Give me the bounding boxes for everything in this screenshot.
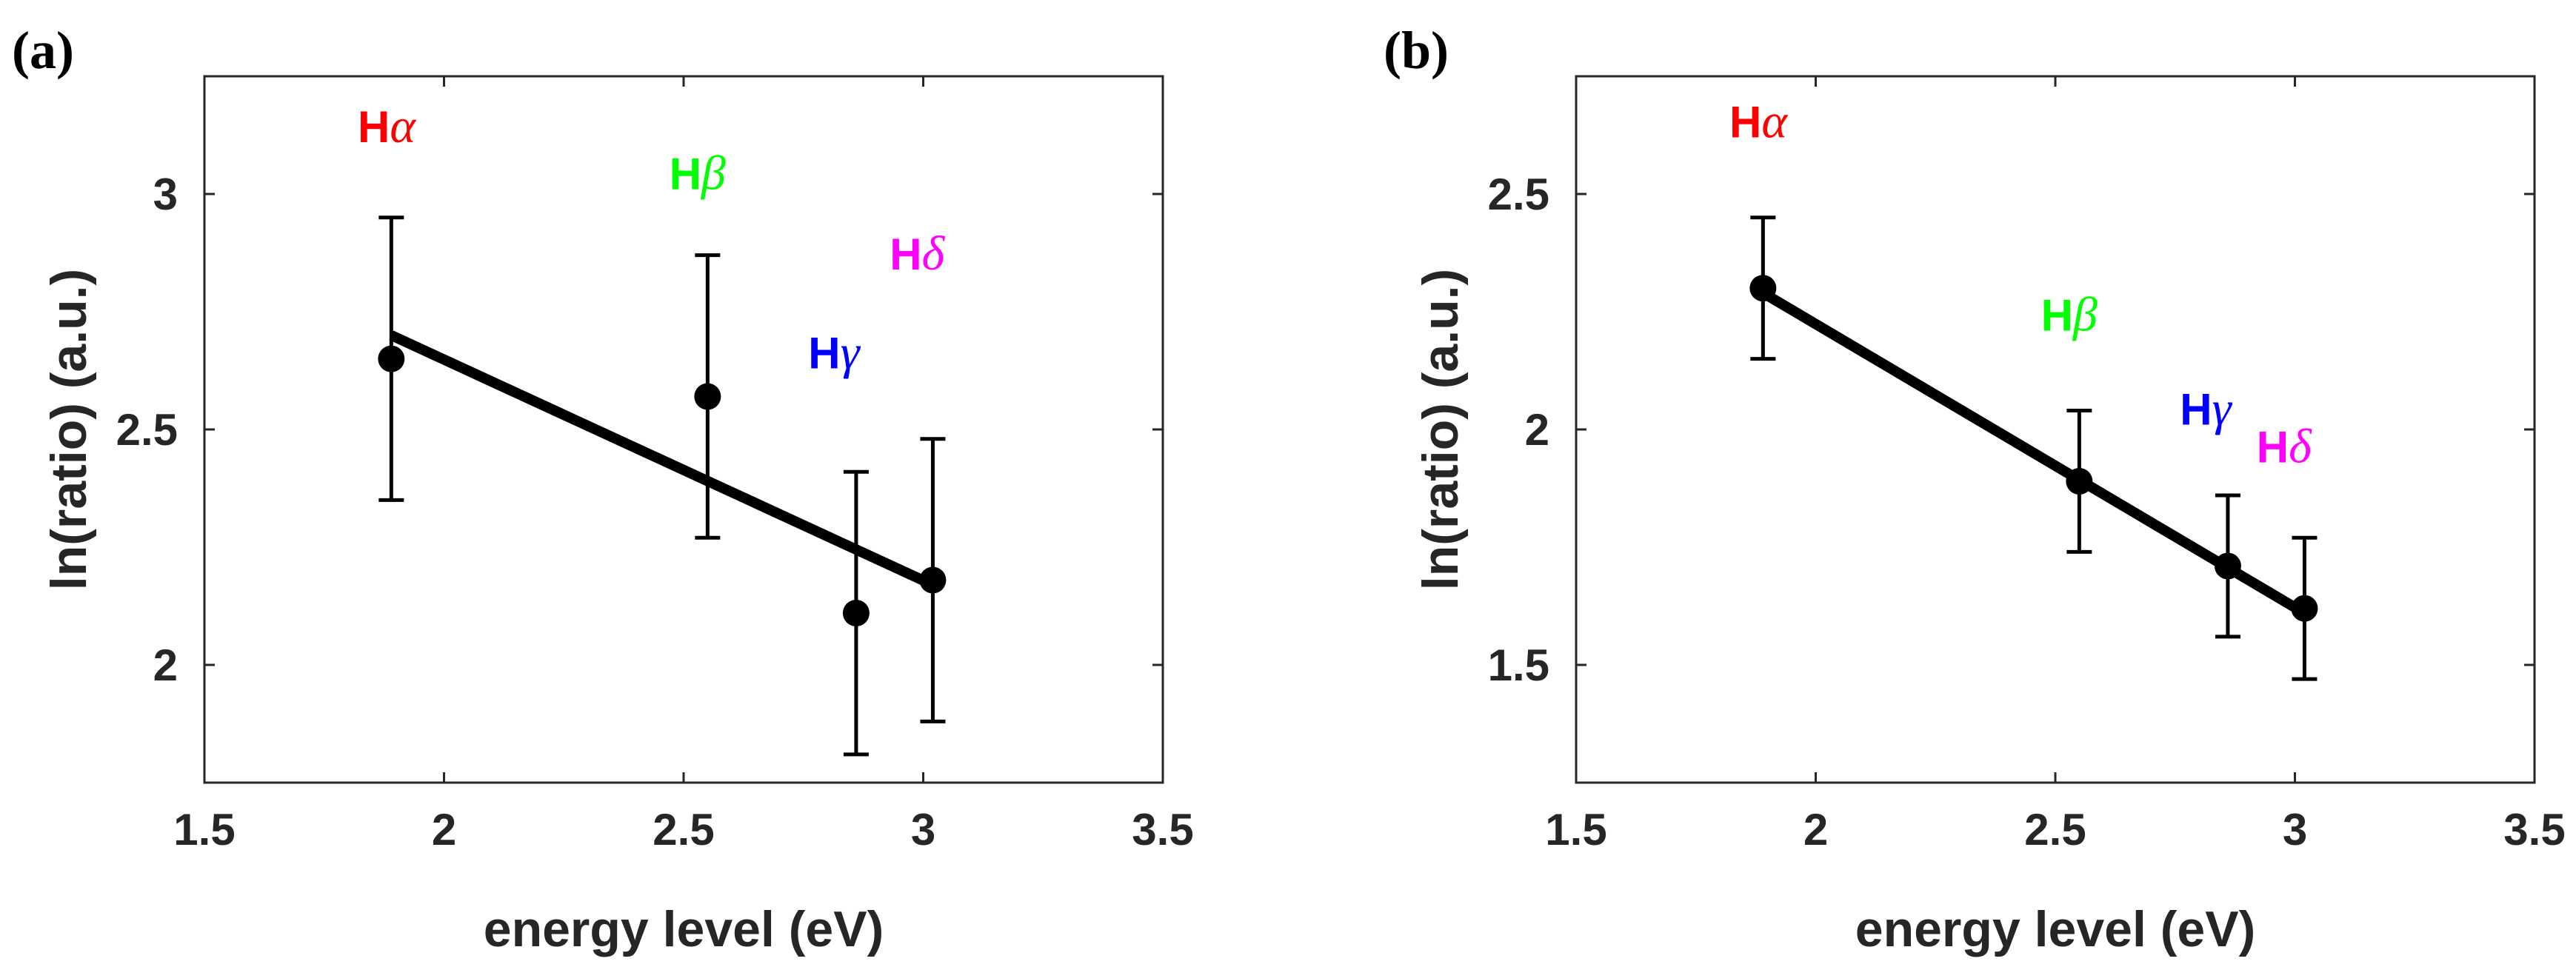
annotation-prefix: H [2041, 290, 2073, 340]
x-tick-label: 1.5 [1545, 805, 1606, 854]
annotation-prefix: H [890, 230, 921, 279]
annotation-greek: δ [2289, 420, 2312, 474]
y-axis-label: ln(ratio) (a.u.) [1412, 269, 1469, 590]
annotation-greek: γ [2212, 382, 2233, 436]
data-point [694, 383, 721, 410]
series-annotation: Hγ [808, 325, 861, 379]
series-annotation: Hα [358, 99, 416, 153]
data-point [378, 345, 405, 372]
y-tick-label: 2 [153, 640, 178, 690]
x-tick-label: 3 [911, 805, 935, 854]
x-tick-label: 3.5 [2503, 805, 2565, 854]
x-tick-label: 2 [1803, 805, 1828, 854]
annotation-prefix: H [1729, 98, 1761, 147]
data-point [919, 566, 947, 594]
x-tick-label: 3 [2283, 805, 2307, 854]
series-annotation: Hβ [2041, 287, 2098, 341]
annotation-greek: β [700, 147, 726, 201]
series-annotation: Hα [1729, 95, 1788, 149]
panel-label: (b) [1384, 21, 1449, 80]
x-tick-label: 2 [432, 805, 456, 854]
annotation-greek: δ [922, 227, 946, 281]
x-tick-label: 2.5 [653, 805, 714, 854]
annotation-greek: α [1761, 95, 1788, 149]
annotation-greek: α [390, 99, 416, 153]
chart-panel-b: (b) 1.5 2 2.5 3 3.5 1.5 2 2.5 energy level (eV) ln… [1384, 21, 2566, 957]
annotation-prefix: H [670, 150, 701, 199]
series-annotation: Hδ [2257, 420, 2312, 474]
annotation-prefix: H [808, 328, 840, 378]
x-axis-label: energy level (eV) [484, 901, 884, 957]
annotation-greek: γ [841, 325, 861, 379]
x-tick-label: 3.5 [1132, 805, 1193, 854]
fit-line [389, 330, 935, 590]
data-point [2214, 552, 2241, 580]
chart-panel-a: (a) 1.5 2 2.5 3 3.5 2 2.5 3 energy level (eV) ln(r… [12, 21, 1194, 957]
data-point [2066, 467, 2093, 495]
y-axis-label: ln(ratio) (a.u.) [41, 269, 97, 590]
series-annotation: Hγ [2180, 382, 2232, 436]
y-tick-label: 2 [1525, 405, 1549, 455]
y-tick-label: 3 [153, 170, 178, 219]
data-point [2291, 595, 2318, 622]
annotation-greek: β [2072, 287, 2098, 341]
y-tick-label: 2.5 [1488, 170, 1549, 219]
x-tick-label: 1.5 [173, 805, 235, 854]
y-tick-label: 2.5 [116, 405, 178, 455]
data-point [1749, 275, 1777, 302]
plot-frame [1575, 75, 2536, 784]
fit-line [1760, 288, 2308, 618]
annotation-prefix: H [2257, 423, 2289, 472]
series-annotation: Hβ [670, 147, 726, 201]
x-tick-label: 2.5 [2024, 805, 2086, 854]
annotation-prefix: H [2180, 385, 2212, 435]
panel-label: (a) [12, 21, 74, 80]
data-point [842, 600, 870, 627]
x-axis-label: energy level (eV) [1855, 901, 2255, 957]
y-tick-label: 1.5 [1488, 640, 1549, 690]
annotation-prefix: H [358, 102, 390, 152]
series-annotation: Hδ [890, 227, 945, 281]
